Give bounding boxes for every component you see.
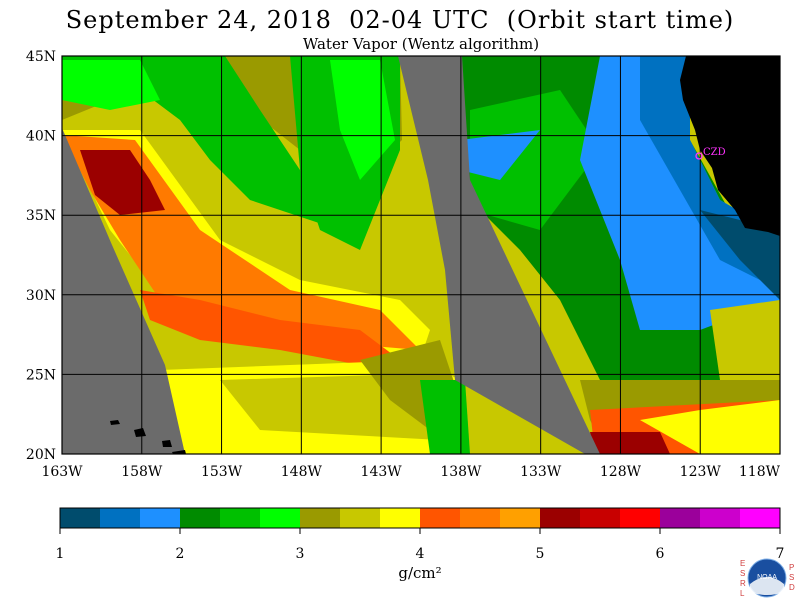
lon-label: 163W bbox=[41, 464, 83, 480]
colorbar-tick-label: 3 bbox=[296, 546, 305, 562]
colorbar-swatch bbox=[620, 508, 661, 528]
lon-label: 133W bbox=[520, 464, 562, 480]
lon-label: 123W bbox=[680, 464, 722, 480]
colorbar-swatch bbox=[700, 508, 741, 528]
colorbar-swatch bbox=[420, 508, 461, 528]
water-vapor-map: CZD 45N40N35N30N25N20N 163W 158W 153W 148W 1… bbox=[0, 0, 800, 600]
esrl-letter: R bbox=[740, 579, 746, 588]
lat-label: 20N bbox=[26, 447, 56, 463]
colorbar-swatch bbox=[140, 508, 181, 528]
station-label: CZD bbox=[703, 147, 726, 158]
colorbar-swatch bbox=[100, 508, 141, 528]
noaa-text: NOAA bbox=[757, 574, 777, 581]
lon-label: 148W bbox=[281, 464, 323, 480]
colorbar-swatch bbox=[60, 508, 101, 528]
colorbar-tick-label: 5 bbox=[536, 546, 545, 562]
colorbar bbox=[60, 508, 781, 528]
colorbar-tick-label: 6 bbox=[656, 546, 665, 562]
lon-label: 118W bbox=[739, 464, 781, 480]
colorbar-swatch bbox=[260, 508, 301, 528]
lat-label: 25N bbox=[26, 367, 56, 383]
colorbar-swatch bbox=[580, 508, 621, 528]
field-dark-red-se bbox=[590, 432, 670, 454]
esrl-letter: L bbox=[740, 589, 745, 598]
lat-label: 30N bbox=[26, 288, 56, 304]
colorbar-tick-label: 2 bbox=[176, 546, 185, 562]
esrl-letter: E bbox=[740, 559, 745, 568]
colorbar-swatch bbox=[340, 508, 381, 528]
lon-label: 128W bbox=[600, 464, 642, 480]
map-field bbox=[62, 56, 780, 454]
latitude-labels: 45N 40N 35N 30N 25N 20N bbox=[26, 49, 56, 463]
lon-label: 143W bbox=[361, 464, 403, 480]
psd-letters: PSD bbox=[789, 563, 795, 592]
lon-label: 138W bbox=[440, 464, 482, 480]
psd-letter: D bbox=[789, 583, 795, 592]
colorbar-swatch bbox=[540, 508, 581, 528]
colorbar-tick-label: 4 bbox=[416, 546, 425, 562]
lon-label: 153W bbox=[201, 464, 243, 480]
colorbar-swatch bbox=[180, 508, 221, 528]
colorbar-swatch bbox=[660, 508, 701, 528]
lon-label: 158W bbox=[121, 464, 163, 480]
longitude-labels: 163W 158W 153W 148W 143W 138W 133W 128W 123W 118W bbox=[41, 464, 780, 480]
psd-letter: S bbox=[789, 573, 794, 582]
colorbar-swatch bbox=[300, 508, 341, 528]
lat-label: 35N bbox=[26, 208, 56, 224]
field-olive-east bbox=[710, 300, 780, 380]
colorbar-swatch bbox=[500, 508, 541, 528]
psd-letter: P bbox=[789, 563, 794, 572]
lat-label: 45N bbox=[26, 49, 56, 65]
lat-label: 40N bbox=[26, 129, 56, 145]
colorbar-swatch bbox=[380, 508, 421, 528]
colorbar-tick-label: 1 bbox=[56, 546, 65, 562]
colorbar-swatch bbox=[460, 508, 501, 528]
colorbar-unit: g/cm² bbox=[398, 564, 441, 582]
esrl-letter: S bbox=[740, 569, 745, 578]
colorbar-swatch bbox=[220, 508, 261, 528]
colorbar-swatch bbox=[740, 508, 781, 528]
